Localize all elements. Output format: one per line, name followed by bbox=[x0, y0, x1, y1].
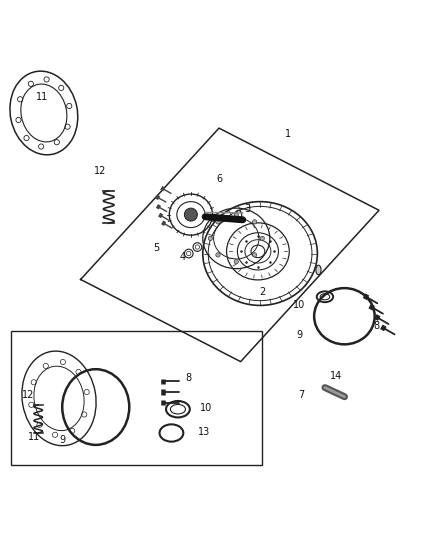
Text: 12: 12 bbox=[21, 390, 34, 400]
Text: 10: 10 bbox=[293, 300, 305, 310]
Text: 11: 11 bbox=[35, 92, 48, 102]
Text: 1: 1 bbox=[285, 129, 291, 139]
Text: 4: 4 bbox=[179, 252, 185, 262]
Circle shape bbox=[184, 208, 198, 221]
Text: 10: 10 bbox=[200, 403, 212, 414]
Circle shape bbox=[234, 260, 238, 264]
Circle shape bbox=[252, 253, 257, 257]
Text: 14: 14 bbox=[330, 371, 342, 381]
Text: 8: 8 bbox=[374, 321, 380, 331]
Ellipse shape bbox=[316, 265, 321, 274]
Circle shape bbox=[252, 220, 257, 224]
Text: 11: 11 bbox=[28, 432, 40, 442]
Text: 7: 7 bbox=[298, 390, 304, 400]
Text: 2: 2 bbox=[259, 287, 265, 296]
Circle shape bbox=[216, 220, 220, 224]
Text: 12: 12 bbox=[94, 166, 106, 175]
Circle shape bbox=[208, 236, 212, 240]
Text: 5: 5 bbox=[153, 244, 159, 253]
Text: 6: 6 bbox=[216, 174, 222, 184]
Text: 8: 8 bbox=[186, 373, 192, 383]
Circle shape bbox=[216, 253, 220, 257]
Circle shape bbox=[234, 213, 238, 217]
Circle shape bbox=[260, 236, 265, 240]
Text: 13: 13 bbox=[198, 427, 210, 437]
Text: 3: 3 bbox=[244, 205, 250, 214]
Bar bbox=[11, 332, 262, 465]
Text: 9: 9 bbox=[296, 330, 302, 340]
Text: 9: 9 bbox=[60, 435, 66, 445]
